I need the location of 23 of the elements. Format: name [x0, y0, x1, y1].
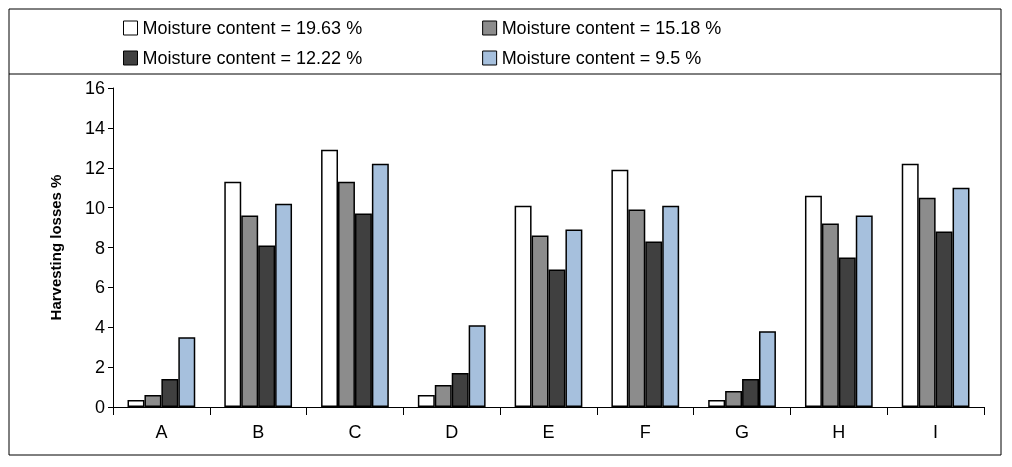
legend-label: Moisture content = 12.22 % — [142, 48, 363, 68]
x-tick-label: F — [639, 422, 651, 442]
y-tick-label: 14 — [84, 117, 105, 138]
y-tick-label: 10 — [84, 197, 105, 218]
y-axis-title: Harvesting losses % — [47, 174, 64, 321]
legend-label: Moisture content = 9.5 % — [501, 48, 702, 68]
x-tick-label: I — [933, 422, 939, 442]
y-tick-label: 12 — [84, 157, 105, 178]
y-tick-label: 16 — [84, 78, 105, 98]
x-tick-label: B — [252, 422, 265, 442]
legend-label: Moisture content = 19.63 % — [142, 18, 363, 38]
y-tick-label: 2 — [94, 357, 105, 378]
x-tick-label: C — [348, 422, 362, 442]
y-tick-label: 8 — [94, 237, 105, 258]
x-tick-label: D — [445, 422, 459, 442]
x-tick-label: G — [735, 422, 750, 442]
y-tick-label: 4 — [94, 317, 105, 338]
legend-label: Moisture content = 15.18 % — [501, 18, 722, 38]
y-tick-label: 6 — [94, 277, 105, 298]
y-tick-label: 0 — [94, 397, 105, 417]
x-tick-label: A — [155, 422, 168, 442]
x-tick-label: H — [832, 422, 846, 442]
x-tick-label: E — [542, 422, 555, 442]
